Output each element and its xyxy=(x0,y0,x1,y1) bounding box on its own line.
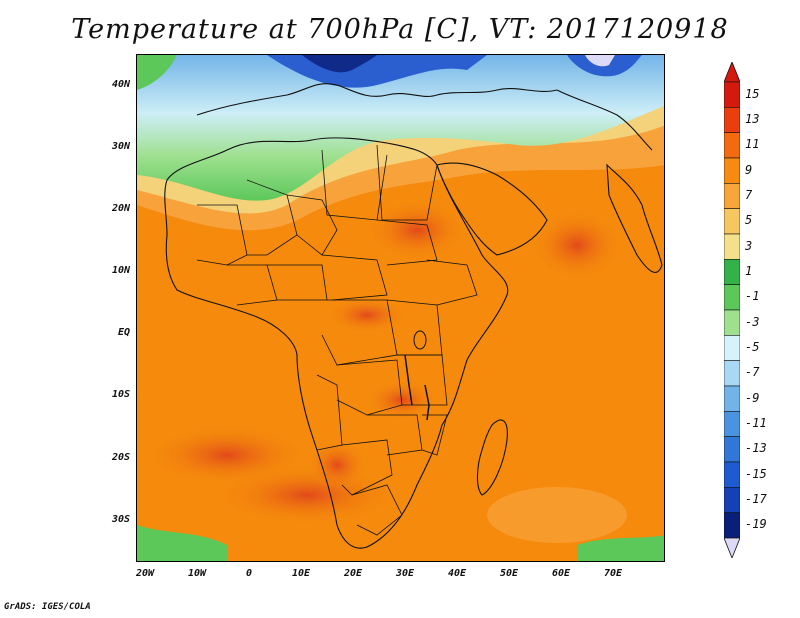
country-borders xyxy=(196,144,478,536)
colorbar-tick-label: -7 xyxy=(745,365,760,380)
lon-label: 20E xyxy=(343,568,363,579)
colorbar-swatch xyxy=(724,183,740,209)
coldest-navy-zone xyxy=(302,55,377,73)
lake-tanganyika xyxy=(404,354,413,406)
colorbar-tick-label: 13 xyxy=(745,112,760,126)
lat-label: 20S xyxy=(111,452,130,463)
colorbar-tick-label: -3 xyxy=(745,314,760,329)
hotspot-south xyxy=(217,465,397,525)
lon-label: 10E xyxy=(291,568,311,579)
colorbar-tick-label: 9 xyxy=(745,162,753,177)
south-green-east xyxy=(577,535,664,561)
hotspot-congo xyxy=(327,297,407,333)
temperature-map xyxy=(137,55,664,561)
asia-coastline xyxy=(556,89,653,151)
lon-label: 0 xyxy=(245,568,253,579)
colorbar-swatch xyxy=(724,385,740,412)
lat-label: EQ xyxy=(117,327,130,338)
colorbar-swatch xyxy=(724,132,740,159)
lake-victoria xyxy=(413,330,427,350)
lon-label: 20W xyxy=(135,568,155,579)
colorbar-bottom-triangle xyxy=(724,537,740,558)
arabian-peninsula-outline xyxy=(436,162,548,256)
northwest-green xyxy=(137,55,177,90)
hotspot-namibia xyxy=(307,440,367,490)
colorbar-tick-label: -15 xyxy=(745,466,767,481)
colorbar-swatch xyxy=(724,208,740,235)
colorbar-swatch xyxy=(724,157,740,184)
colorbar-swatch xyxy=(724,259,740,285)
lon-label: 70E xyxy=(603,568,623,579)
lon-label: 10W xyxy=(187,568,207,579)
colorbar-tick-label: 1 xyxy=(745,264,753,278)
colorbar-swatch xyxy=(724,107,740,133)
lon-label: 30E xyxy=(395,568,415,579)
colorbar-swatch xyxy=(724,284,740,311)
lat-label: 40N xyxy=(111,79,130,90)
colorbar-tick-label: -11 xyxy=(745,416,767,430)
colorbar-top-triangle xyxy=(724,62,740,83)
cold-north-zone xyxy=(137,55,664,201)
colorbar-swatch xyxy=(724,360,740,387)
colorbar-tick-label: -5 xyxy=(745,340,760,354)
lat-label: 10S xyxy=(111,389,130,400)
lat-label: 30S xyxy=(111,514,130,525)
colorbar-tick-label: 7 xyxy=(745,188,753,202)
africa-coastline xyxy=(164,137,509,549)
credit-text: GrADS: IGES/COLA xyxy=(4,602,91,612)
madagascar-outline xyxy=(476,419,508,496)
lon-label: 60E xyxy=(551,568,571,579)
colorbar-swatch xyxy=(724,436,740,463)
colorbar-swatch xyxy=(724,309,740,336)
colorbar-tick-label: 11 xyxy=(745,137,760,152)
ocean-mild-patch xyxy=(487,487,627,543)
colorbar-swatch xyxy=(724,487,740,513)
lake-malawi xyxy=(424,384,430,421)
colorbar-legend xyxy=(724,62,740,558)
colorbar-swatch xyxy=(724,411,740,437)
colorbar-swatch xyxy=(724,81,740,108)
chart-title: Temperature at 700hPa [C], VT: 201712091… xyxy=(71,14,729,45)
lat-label: 10N xyxy=(111,265,130,276)
hotspot-sudan xyxy=(367,200,467,260)
india-outline xyxy=(606,163,663,273)
hotspot-arabian-sea xyxy=(532,210,622,280)
lat-label: 30N xyxy=(111,141,130,152)
south-green-west xyxy=(137,525,227,561)
colorbar-swatch xyxy=(724,512,740,539)
colorbar-swatch xyxy=(724,233,740,260)
map-panel xyxy=(136,54,665,562)
lon-label: 40E xyxy=(447,568,467,579)
colorbar-tick-label: -13 xyxy=(745,441,767,456)
lon-label: 50E xyxy=(499,568,519,579)
colorbar-tick-label: 5 xyxy=(745,213,753,228)
colorbar-swatch xyxy=(724,461,740,488)
hotspot-central-africa xyxy=(367,380,437,420)
colorbar-tick-label: 3 xyxy=(745,238,753,253)
colorbar-tick-label: -9 xyxy=(745,390,760,405)
colorbar-tick-label: -19 xyxy=(745,517,767,532)
colorbar-tick-label: -17 xyxy=(745,492,767,506)
colorbar-tick-label: -1 xyxy=(745,289,760,304)
lat-label: 20N xyxy=(111,203,130,214)
europe-coastline xyxy=(196,83,558,116)
coldest-spot-east xyxy=(585,55,615,67)
colorbar-swatch xyxy=(724,335,740,361)
colorbar-tick-label: 15 xyxy=(745,86,760,101)
